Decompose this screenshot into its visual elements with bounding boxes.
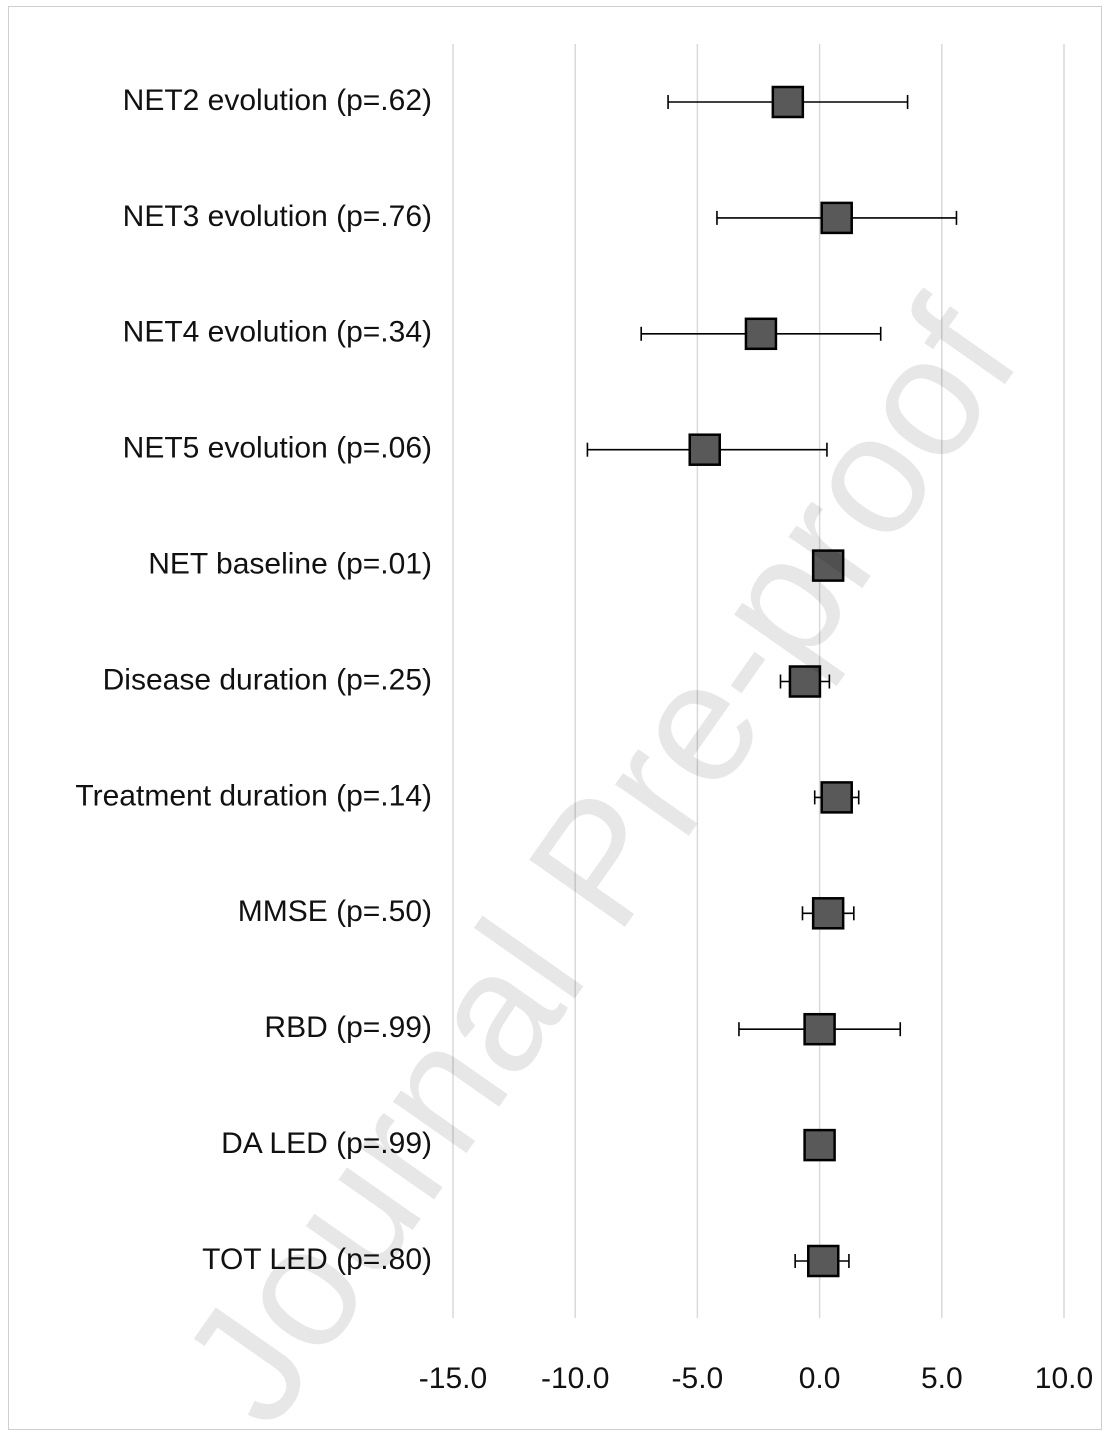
- chart-frame: [8, 6, 1102, 1430]
- point-estimate-marker: [803, 1012, 836, 1046]
- point-estimate-marker: [771, 85, 805, 119]
- point-estimate-marker: [820, 781, 853, 814]
- x-tick-label: -5.0: [672, 1362, 724, 1395]
- x-tick-label: -15.0: [419, 1362, 487, 1395]
- category-label: RBD (p=.99): [264, 1011, 432, 1044]
- point-estimate-marker: [811, 549, 845, 582]
- point-estimate-marker: [788, 665, 822, 698]
- category-label: NET3 evolution (p=.76): [123, 200, 432, 233]
- point-estimate-marker: [688, 433, 721, 466]
- x-tick-label: 0.0: [799, 1362, 841, 1395]
- x-tick-label: 10.0: [1035, 1362, 1093, 1395]
- point-estimate-marker: [807, 1244, 840, 1278]
- category-label: DA LED (p=.99): [221, 1127, 432, 1160]
- point-estimate-marker: [803, 1128, 836, 1162]
- point-estimates: [688, 85, 853, 1278]
- grid-layer: [452, 44, 1065, 1318]
- category-label: MMSE (p=.50): [238, 895, 432, 928]
- point-estimate-marker: [811, 897, 845, 930]
- point-estimate-marker: [820, 201, 853, 235]
- category-label: NET baseline (p=.01): [148, 548, 432, 581]
- category-label: Treatment duration (p=.14): [75, 779, 432, 812]
- category-labels: NET2 evolution (p=.62) NET3 evolution (p=…: [75, 84, 432, 1276]
- x-axis-tick-labels: -15.0 -10.0 -5.0 0.0 5.0 10.0: [419, 1362, 1093, 1395]
- point-estimate-marker: [744, 317, 778, 351]
- category-label: NET4 evolution (p=.34): [123, 316, 432, 349]
- category-label: TOT LED (p=.80): [202, 1243, 432, 1276]
- category-label: NET5 evolution (p=.06): [123, 432, 432, 465]
- x-tick-label: 5.0: [921, 1362, 963, 1395]
- category-label: Disease duration (p=.25): [103, 663, 432, 696]
- category-label: NET2 evolution (p=.62): [123, 84, 432, 117]
- x-tick-label: -10.0: [541, 1362, 609, 1395]
